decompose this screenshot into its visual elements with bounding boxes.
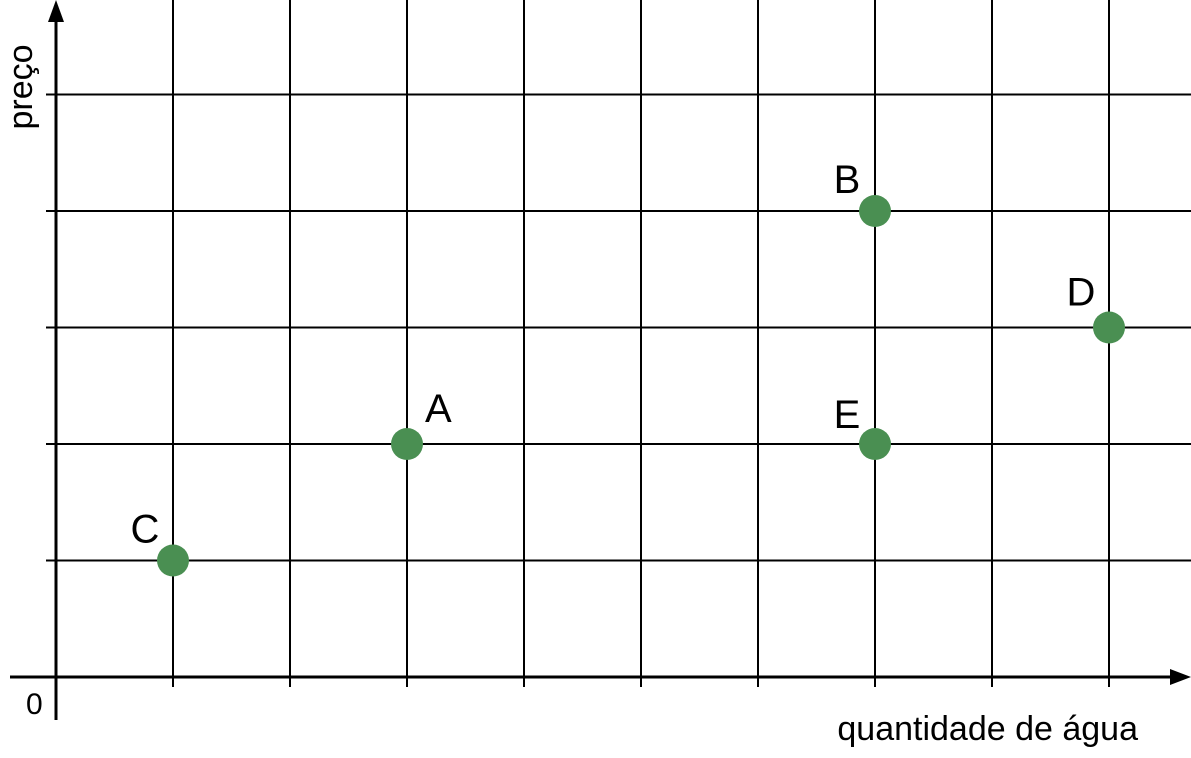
point-marker xyxy=(391,428,423,460)
grid xyxy=(46,0,1191,687)
x-axis-label: quantidade de água xyxy=(837,710,1138,748)
point-marker xyxy=(859,195,891,227)
point-label: C xyxy=(131,508,160,552)
data-points: A B C D E xyxy=(131,158,1125,577)
data-point-b: B xyxy=(834,158,891,227)
point-label: B xyxy=(834,158,861,202)
point-marker xyxy=(859,428,891,460)
point-label: A xyxy=(425,387,452,431)
origin-label: 0 xyxy=(26,688,43,721)
point-label: D xyxy=(1067,271,1096,315)
data-point-e: E xyxy=(834,393,891,460)
data-point-d: D xyxy=(1067,271,1125,344)
y-axis-arrow-icon xyxy=(48,0,64,22)
x-axis-arrow-icon xyxy=(1170,669,1191,685)
data-point-a: A xyxy=(391,387,452,460)
y-axis-label: preço xyxy=(2,44,40,129)
point-label: E xyxy=(834,393,861,437)
point-marker xyxy=(1093,311,1125,344)
point-marker xyxy=(157,544,189,577)
data-point-c: C xyxy=(131,508,189,577)
axes xyxy=(10,0,1191,720)
